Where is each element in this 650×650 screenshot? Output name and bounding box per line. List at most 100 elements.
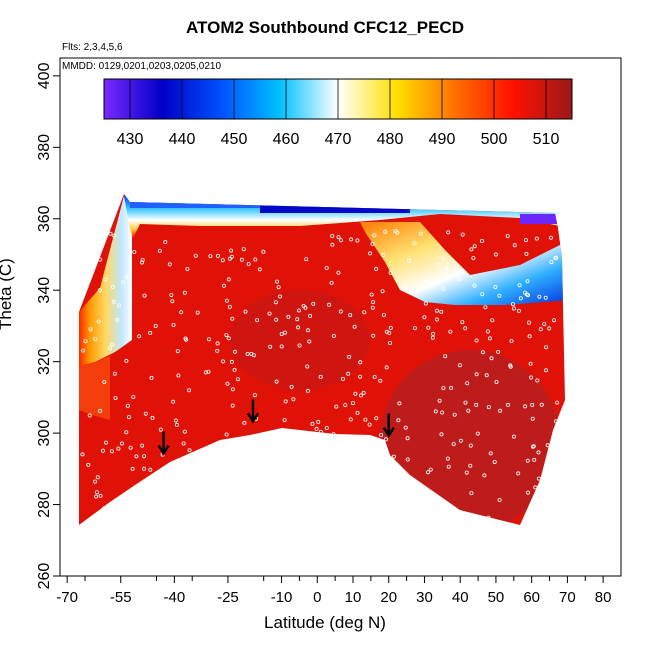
sample-point — [367, 422, 372, 427]
sample-point — [371, 300, 376, 305]
sample-point — [449, 385, 454, 390]
sample-point — [112, 371, 117, 376]
sample-point — [498, 408, 503, 413]
sample-point — [88, 327, 93, 332]
y-axis-label: Theta (C) — [0, 258, 15, 330]
sample-point — [181, 441, 186, 446]
sample-point — [230, 316, 235, 321]
sample-point — [528, 361, 533, 366]
sample-point — [124, 358, 129, 363]
sample-point — [225, 381, 230, 386]
sample-point — [397, 401, 402, 406]
sample-point — [314, 426, 319, 431]
sample-point — [279, 331, 284, 336]
sample-point — [331, 437, 336, 442]
sample-point — [381, 312, 386, 317]
sample-point — [228, 248, 233, 253]
x-tick-label: -70 — [56, 589, 78, 606]
sample-point — [148, 467, 153, 472]
sample-point — [425, 470, 430, 475]
arrows — [157, 399, 395, 456]
sample-point — [433, 409, 438, 414]
colorbar-tick-label: 490 — [429, 131, 456, 148]
sample-point — [207, 510, 212, 515]
sample-point — [121, 280, 126, 285]
sample-point — [277, 294, 282, 299]
sample-point — [167, 262, 172, 267]
sample-point — [137, 334, 142, 339]
sample-point — [331, 333, 336, 338]
sample-point — [125, 403, 130, 408]
x-tick-label: -55 — [110, 589, 132, 606]
sample-point — [396, 418, 401, 423]
sample-point — [278, 496, 283, 501]
sample-point — [430, 335, 435, 340]
sample-point — [141, 466, 146, 471]
sample-point — [474, 338, 479, 343]
sample-point — [475, 431, 480, 436]
sample-point — [422, 487, 427, 492]
sample-point — [255, 318, 260, 323]
sample-point — [274, 379, 279, 384]
sample-point — [297, 498, 302, 503]
sample-point — [509, 338, 514, 343]
sample-point — [187, 448, 192, 453]
sample-point — [169, 292, 174, 297]
sample-point — [389, 490, 394, 495]
colorbar-tick-label: 510 — [533, 131, 560, 148]
sample-point — [232, 367, 237, 372]
sample-point — [115, 317, 120, 322]
sample-point — [380, 289, 385, 294]
sample-point — [224, 432, 229, 437]
sample-point — [140, 257, 145, 262]
sample-point — [496, 349, 501, 354]
sample-point — [248, 452, 253, 457]
sample-point — [458, 438, 463, 443]
y-axis: 260 280 300 320 340 360 380 400 — [36, 62, 60, 589]
sample-point — [510, 302, 515, 307]
sample-point — [305, 388, 310, 393]
sample-point — [165, 485, 170, 490]
sample-point — [358, 474, 363, 479]
sample-point — [186, 388, 191, 393]
x-tick-label: 30 — [416, 589, 433, 606]
sample-point — [451, 442, 456, 447]
sample-point — [171, 322, 176, 327]
sample-point — [524, 251, 529, 256]
sample-point — [534, 236, 539, 241]
sample-point — [245, 351, 250, 356]
sample-point — [206, 337, 211, 342]
sample-point — [160, 470, 165, 475]
sample-point — [490, 318, 495, 323]
sample-point — [87, 413, 92, 418]
sample-point — [111, 299, 116, 304]
sample-point — [257, 267, 262, 272]
sample-point — [179, 310, 184, 315]
sample-point — [97, 288, 102, 293]
sample-point — [297, 343, 302, 348]
sample-point — [468, 463, 473, 468]
colorbar-tick-label: 480 — [377, 131, 404, 148]
sample-point — [387, 330, 392, 335]
sample-point — [474, 372, 479, 377]
sample-point — [412, 241, 417, 246]
sample-point — [532, 457, 537, 462]
sample-point — [348, 417, 353, 422]
sample-point — [267, 311, 272, 316]
sample-point — [363, 417, 368, 422]
sample-point — [86, 462, 91, 467]
sample-point — [460, 320, 465, 325]
sample-point — [113, 395, 118, 400]
sample-point — [224, 298, 229, 303]
sample-point — [422, 279, 427, 284]
sample-point — [431, 331, 436, 336]
sample-point — [482, 473, 487, 478]
sample-point — [329, 449, 334, 454]
sample-point — [329, 280, 334, 285]
sample-point — [381, 477, 386, 482]
sample-point — [142, 454, 147, 459]
x-tick-label: 60 — [523, 589, 540, 606]
sample-point — [305, 364, 310, 369]
sample-point — [223, 484, 228, 489]
x-tick-label: -25 — [217, 589, 239, 606]
